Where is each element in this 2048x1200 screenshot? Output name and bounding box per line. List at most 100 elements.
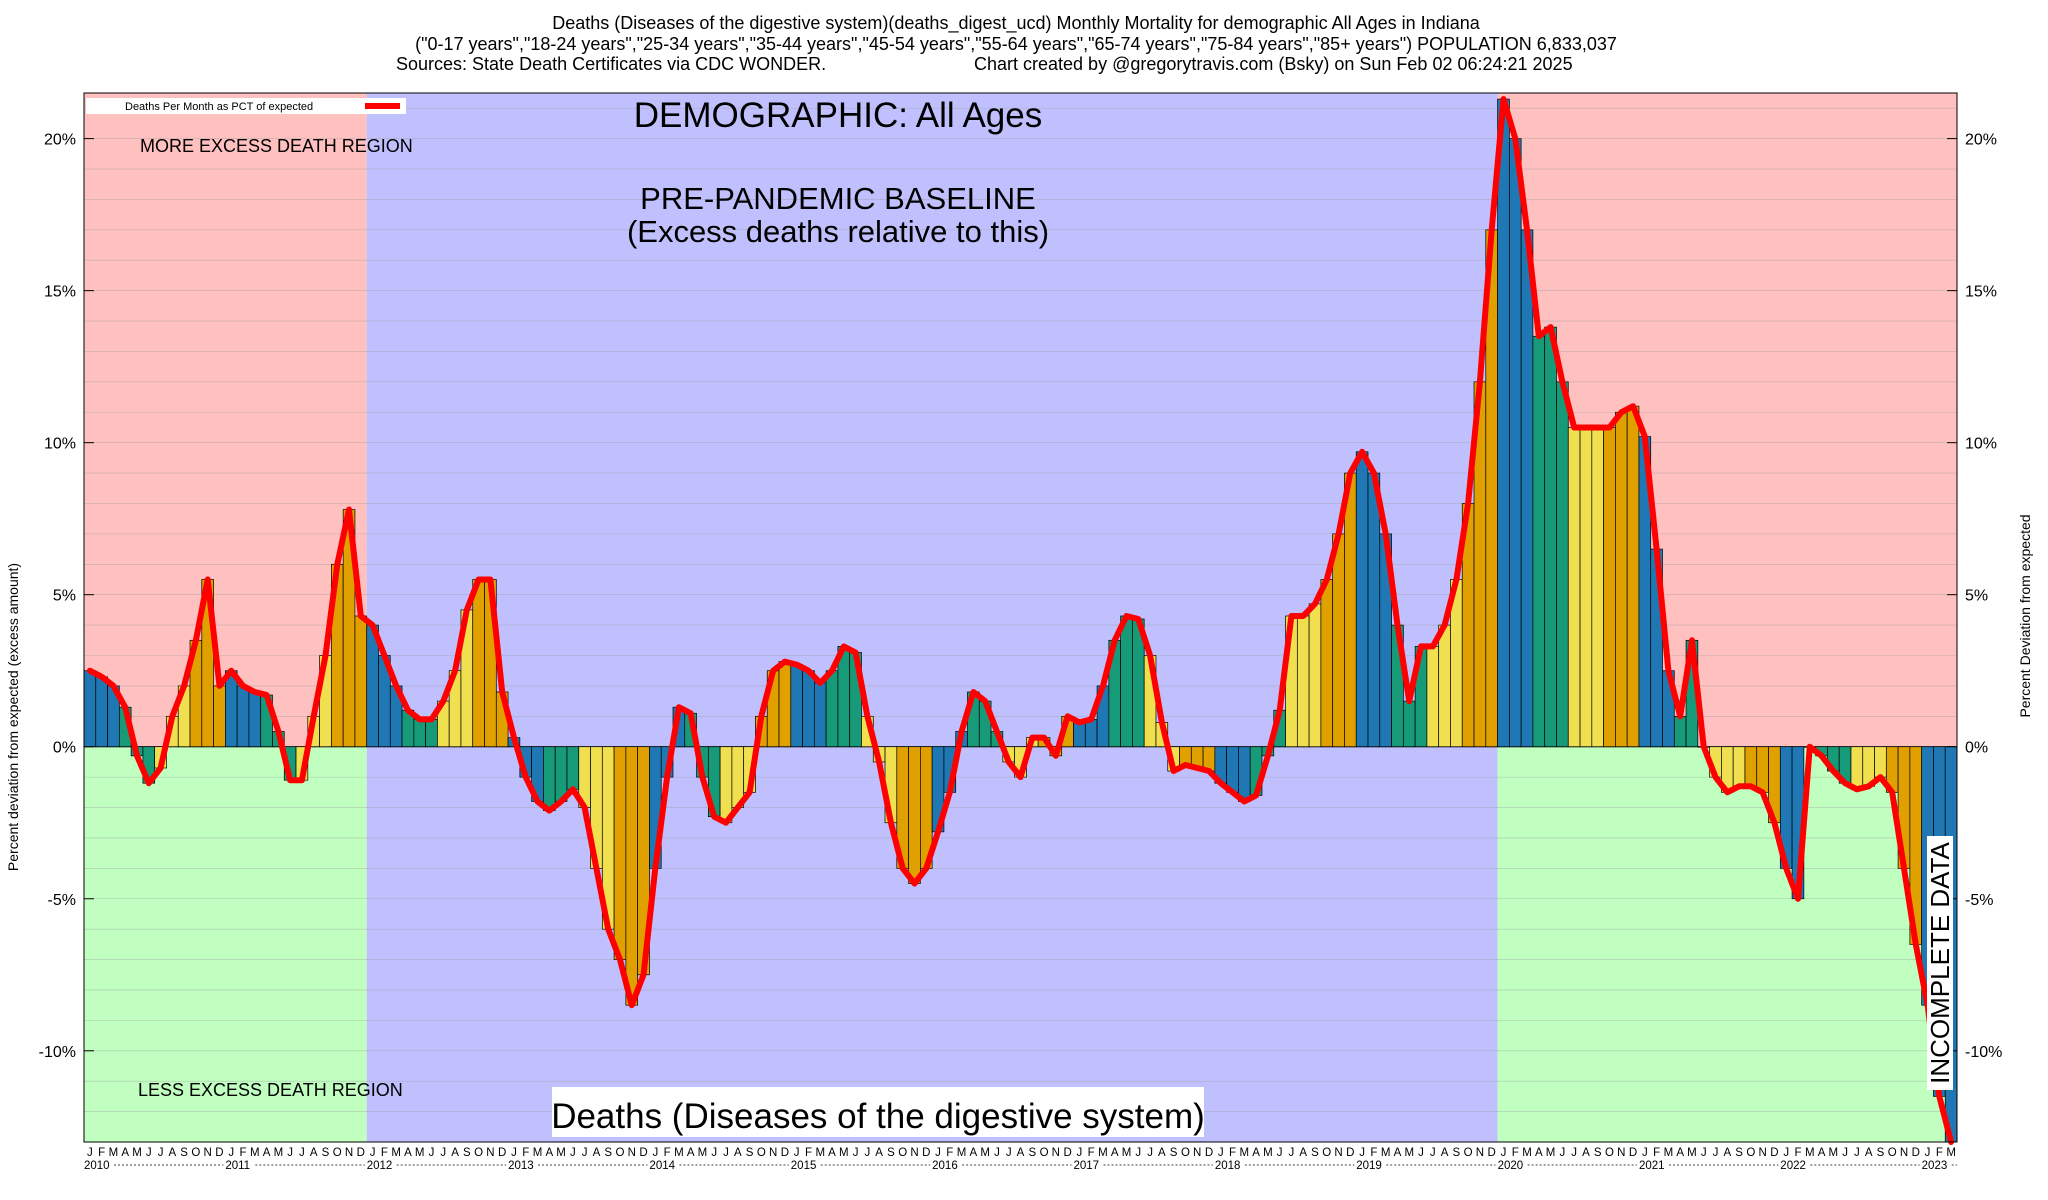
x-month-label: A xyxy=(593,1147,601,1159)
x-month-label: N xyxy=(628,1147,636,1159)
x-month-label: J xyxy=(511,1147,517,1159)
bar xyxy=(1073,722,1086,748)
x-month-label: M xyxy=(1122,1147,1132,1159)
x-month-label: J xyxy=(1359,1147,1365,1159)
x-month-label: M xyxy=(1263,1147,1273,1159)
x-month-label: O xyxy=(191,1147,200,1159)
y-tick-label: 0% xyxy=(53,740,76,757)
x-month-label: A xyxy=(1394,1147,1402,1159)
x-month-label: J xyxy=(1135,1147,1141,1159)
x-month-label: J xyxy=(1289,1147,1295,1159)
x-month-label: M xyxy=(415,1147,425,1159)
x-month-label: J xyxy=(1277,1147,1283,1159)
x-month-label: M xyxy=(1098,1147,1108,1159)
x-month-label: D xyxy=(1063,1147,1071,1159)
x-month-label: A xyxy=(1017,1147,1025,1159)
x-month-label: O xyxy=(1464,1147,1473,1159)
bar xyxy=(236,685,250,748)
x-year-label: 2017 xyxy=(1074,1160,1100,1172)
x-month-label: N xyxy=(204,1147,212,1159)
bottom-title-box xyxy=(552,1087,1204,1137)
y-tick-label-right: 20% xyxy=(1965,132,1997,149)
y-axis-ticks: -10% -10% -5% -5% 0% 0% 5% 5% 10% 10% 15% 15% 20% 20% xyxy=(39,132,2003,1061)
x-month-label: N xyxy=(1900,1147,1908,1159)
x-month-label: M xyxy=(250,1147,260,1159)
x-month-label: J xyxy=(1559,1147,1565,1159)
x-month-label: A xyxy=(263,1147,271,1159)
x-month-label: O xyxy=(898,1147,907,1159)
bar xyxy=(543,746,556,811)
x-month-label: M xyxy=(109,1147,119,1159)
x-month-label: S xyxy=(180,1147,188,1159)
bar xyxy=(1579,427,1593,748)
y-tick-label-right: 0% xyxy=(1965,740,1988,757)
x-month-label: J xyxy=(994,1147,1000,1159)
bar xyxy=(1556,381,1569,748)
x-month-label: J xyxy=(853,1147,859,1159)
x-month-label: J xyxy=(570,1147,576,1159)
demographic-label: DEMOGRAPHIC: All Ages xyxy=(634,96,1042,135)
x-year-label: 2011 xyxy=(225,1160,250,1172)
x-month-label: M xyxy=(556,1147,566,1159)
x-year-label: 2019 xyxy=(1356,1160,1382,1172)
x-month-label: S xyxy=(1735,1147,1743,1159)
x-month-label: M xyxy=(132,1147,142,1159)
x-month-label: F xyxy=(946,1147,953,1159)
x-month-label: M xyxy=(698,1147,708,1159)
more-excess-label: MORE EXCESS DEATH REGION xyxy=(140,136,413,156)
x-year-label: 2021 xyxy=(1639,1160,1665,1172)
bar xyxy=(1426,646,1440,748)
x-month-label: D xyxy=(922,1147,930,1159)
x-year-label: 2016 xyxy=(932,1160,958,1172)
x-month-label: J xyxy=(287,1147,293,1159)
bar xyxy=(225,670,238,748)
bar xyxy=(625,746,639,1006)
x-month-label: J xyxy=(429,1147,435,1159)
x-month-label: J xyxy=(1418,1147,1424,1159)
x-month-label: A xyxy=(1299,1147,1307,1159)
x-year-label: 2013 xyxy=(508,1160,534,1172)
x-month-label: A xyxy=(1111,1147,1119,1159)
bar xyxy=(1238,746,1251,802)
x-month-label: M xyxy=(674,1147,684,1159)
x-month-label: N xyxy=(1334,1147,1342,1159)
deviation-line xyxy=(86,96,1955,1145)
bar xyxy=(1367,472,1381,748)
x-month-label: D xyxy=(1346,1147,1354,1159)
x-month-label: F xyxy=(1512,1147,1519,1159)
x-month-label: O xyxy=(616,1147,625,1159)
x-month-label: J xyxy=(652,1147,658,1159)
x-month-label: A xyxy=(875,1147,883,1159)
x-month-label: A xyxy=(545,1147,553,1159)
bar xyxy=(1626,405,1640,748)
bar xyxy=(1344,472,1357,748)
bar xyxy=(83,670,97,748)
x-year-label: 2022 xyxy=(1780,1160,1806,1172)
y-tick-label-right: 15% xyxy=(1965,284,1997,301)
x-month-label: O xyxy=(474,1147,483,1159)
bar xyxy=(613,746,627,960)
bar xyxy=(778,661,792,748)
x-month-label: M xyxy=(1546,1147,1556,1159)
y-tick-label: 20% xyxy=(44,132,76,149)
bar xyxy=(1308,603,1322,748)
baseline-label-line2: (Excess deaths relative to this) xyxy=(627,214,1049,249)
x-month-label: N xyxy=(1052,1147,1060,1159)
x-month-label: D xyxy=(1770,1147,1778,1159)
x-month-label: D xyxy=(1488,1147,1496,1159)
x-month-label: A xyxy=(1158,1147,1166,1159)
x-month-label: J xyxy=(864,1147,870,1159)
x-month-label: J xyxy=(1842,1147,1848,1159)
x-year-label: 2020 xyxy=(1498,1160,1524,1172)
x-month-label: M xyxy=(839,1147,849,1159)
x-month-label: D xyxy=(357,1147,365,1159)
x-month-label: J xyxy=(1430,1147,1436,1159)
x-month-label: N xyxy=(1758,1147,1766,1159)
y-axis-label-right: Percent Deviation from expected xyxy=(2017,514,2033,717)
x-month-label: J xyxy=(1571,1147,1577,1159)
y-axis-label-left: Percent deviation from expected (excess … xyxy=(5,563,21,871)
x-month-label: M xyxy=(957,1147,967,1159)
y-tick-label: -10% xyxy=(39,1044,76,1061)
chart-sources: Sources: State Death Certificates via CD… xyxy=(396,54,826,74)
